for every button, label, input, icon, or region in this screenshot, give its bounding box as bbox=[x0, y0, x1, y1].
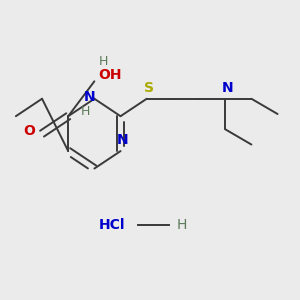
Text: OH: OH bbox=[98, 68, 122, 82]
Text: HCl: HCl bbox=[99, 218, 125, 232]
Text: H: H bbox=[81, 105, 90, 118]
Text: H: H bbox=[98, 55, 108, 68]
Text: O: O bbox=[23, 124, 35, 139]
Text: N: N bbox=[222, 81, 233, 95]
Text: H: H bbox=[176, 218, 187, 232]
Text: S: S bbox=[144, 81, 154, 95]
Text: N: N bbox=[84, 90, 96, 104]
Text: N: N bbox=[117, 133, 128, 147]
